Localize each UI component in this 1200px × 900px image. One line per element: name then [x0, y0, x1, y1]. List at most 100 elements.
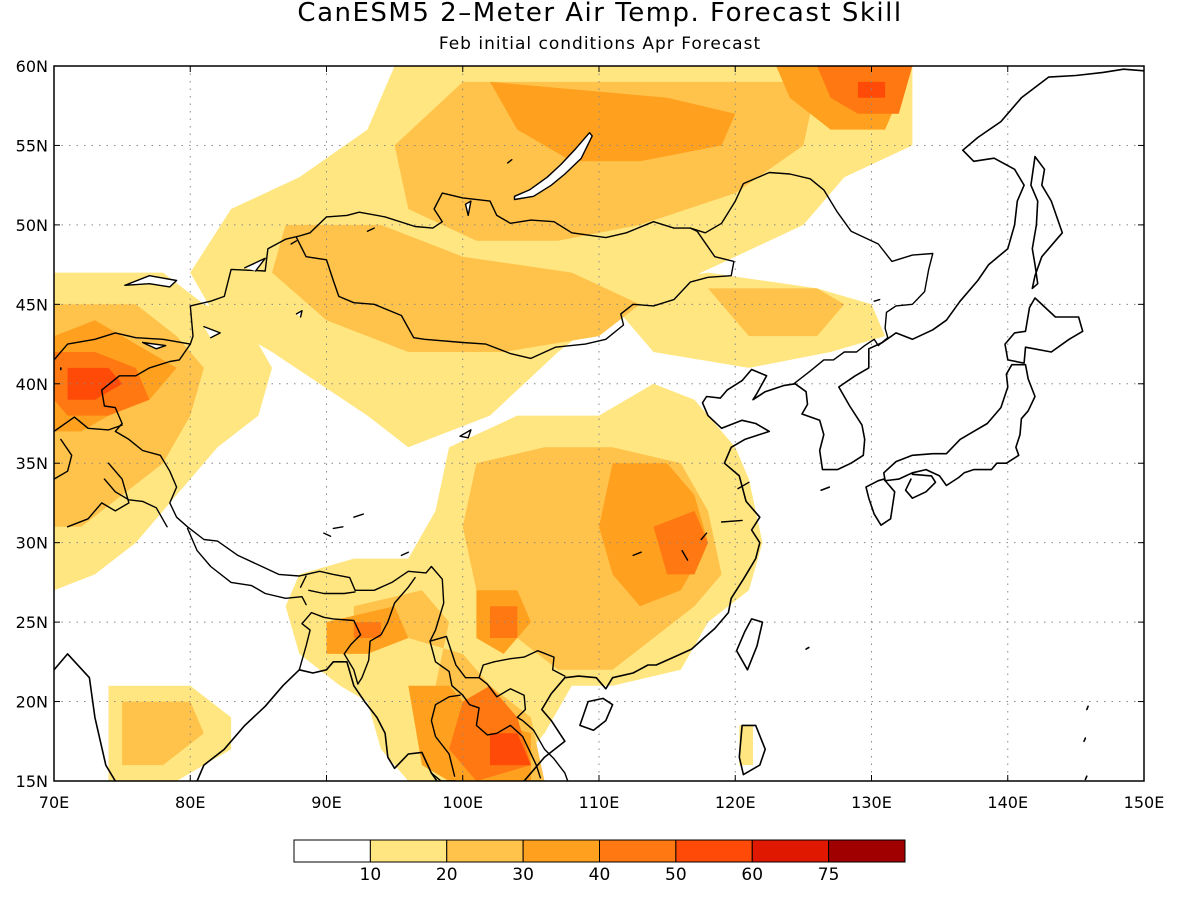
coastlines-and-borders	[54, 68, 1144, 805]
lake-outline	[295, 310, 303, 318]
coastline	[1030, 155, 1064, 290]
lake-outline	[332, 526, 344, 530]
coastline	[1084, 775, 1088, 781]
country-border	[478, 677, 569, 781]
colorbar-swatch-6	[751, 839, 830, 863]
colorbar-swatch-0	[293, 839, 371, 863]
skill-region-7	[272, 224, 640, 352]
lon-tick-label: 80E	[175, 793, 205, 812]
colorbar-swatch-2	[446, 839, 524, 863]
coastline	[1072, 803, 1075, 805]
lat-tick-label: 25N	[16, 613, 48, 632]
lon-tick-label: 130E	[851, 793, 892, 812]
lake-outline	[632, 551, 642, 557]
lat-tick-label: 55N	[16, 136, 48, 155]
lat-tick-label: 45N	[16, 295, 48, 314]
lat-tick-label: 20N	[16, 693, 48, 712]
colorbar-swatch-4	[599, 839, 677, 863]
colorbar-label: 10	[360, 865, 382, 885]
lake-outline	[873, 298, 881, 302]
lake-outline	[464, 200, 472, 217]
skill-region-27	[490, 733, 531, 766]
lake-outline	[507, 158, 513, 164]
lake-outline	[720, 519, 743, 523]
country-border	[54, 171, 934, 385]
colorbar-label: 75	[818, 865, 840, 885]
lat-tick-label: 50N	[16, 216, 48, 235]
skill-region-13	[490, 81, 736, 162]
lon-tick-label: 120E	[715, 793, 756, 812]
country-border	[298, 576, 416, 685]
country-border	[299, 575, 307, 588]
lake-outline	[737, 481, 750, 490]
lon-tick-label: 100E	[442, 793, 483, 812]
lat-tick-label: 35N	[16, 454, 48, 473]
lon-tick-label: 150E	[1124, 793, 1165, 812]
coastline	[805, 646, 810, 650]
lake-outline	[353, 513, 364, 518]
skill-region-22	[653, 510, 708, 575]
lake-outline	[203, 325, 221, 339]
coastline	[865, 478, 896, 527]
colorbar-label: 50	[665, 865, 687, 885]
skill-region-24	[490, 606, 518, 638]
lat-tick-label: 30N	[16, 534, 48, 553]
colorbar-swatch-1	[369, 839, 448, 863]
chart-subtitle: Feb initial conditions Apr Forecast	[438, 34, 762, 54]
lake-outline	[700, 532, 708, 541]
lake-outline	[290, 240, 298, 245]
colorbar: 10 20 30 40 50 60 75	[293, 839, 906, 885]
skill-region-12	[708, 288, 845, 337]
lon-tick-label: 110E	[579, 793, 620, 812]
lat-tick-label: 60N	[16, 57, 48, 76]
skill-region-5	[739, 725, 753, 766]
axis-ticks: 70E 80E 90E 100E 110E 120E 130E 140E 150E 15N 20N 2…	[16, 57, 1165, 812]
coastline	[1086, 705, 1089, 711]
colorbar-label: 30	[512, 865, 534, 885]
lake-outline	[323, 532, 332, 537]
lake-outline	[681, 549, 689, 561]
coastline	[196, 660, 438, 781]
lat-tick-label: 15N	[16, 772, 48, 791]
coastline	[738, 724, 767, 776]
lat-lon-grid	[54, 66, 1144, 781]
country-border	[430, 694, 461, 777]
colorbar-swatch-3	[522, 839, 600, 863]
lon-tick-label: 140E	[987, 793, 1028, 812]
country-border	[103, 478, 168, 528]
country-border	[308, 589, 356, 595]
lake-outline	[244, 257, 266, 272]
coastline	[735, 618, 764, 671]
lake-outline	[459, 429, 472, 439]
lake-outline	[124, 275, 178, 288]
lake-outline	[400, 551, 409, 557]
country-border	[295, 227, 735, 360]
country-border	[429, 640, 542, 779]
coastline	[1083, 737, 1087, 743]
colorbar-label: 20	[436, 865, 458, 885]
chart-title: CanESM5 2–Meter Air Temp. Forecast Skill	[297, 0, 903, 28]
coastline	[579, 697, 614, 732]
lake-outline	[513, 131, 593, 201]
country-border	[54, 438, 73, 480]
country-border	[54, 416, 123, 433]
country-border	[430, 772, 457, 781]
colorbar-swatch-7	[828, 839, 906, 863]
lon-tick-label: 70E	[39, 793, 69, 812]
lake-outline	[141, 341, 167, 350]
coastline	[820, 486, 831, 492]
coastline	[882, 363, 1036, 487]
lake-outline	[366, 227, 375, 232]
skill-region-11	[122, 701, 204, 766]
country-border	[186, 527, 307, 606]
country-border	[66, 462, 130, 528]
coastline	[523, 68, 1144, 781]
colorbar-swatch-5	[675, 839, 753, 863]
colorbar-label: 40	[589, 865, 611, 885]
coastline	[904, 473, 937, 500]
lon-tick-label: 90E	[311, 793, 341, 812]
skill-shading	[54, 66, 913, 781]
colorbar-label: 60	[741, 865, 763, 885]
lat-tick-label: 40N	[16, 375, 48, 394]
